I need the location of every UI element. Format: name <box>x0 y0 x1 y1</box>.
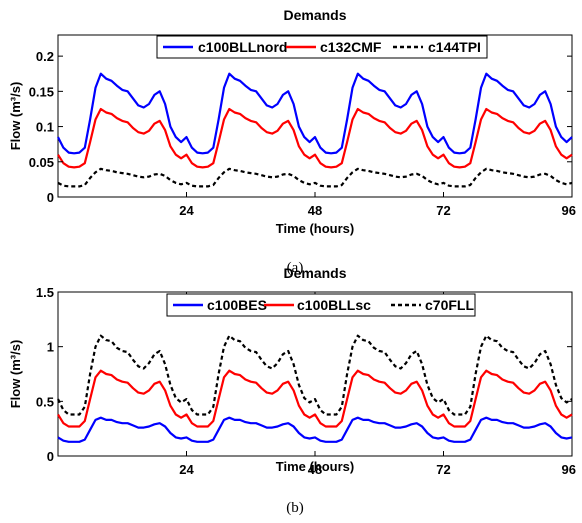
series-line-c144TPI <box>57 167 573 188</box>
x-tick-label: 96 <box>562 203 576 218</box>
x-tick-label: 48 <box>308 203 322 218</box>
chart-title: Demands <box>283 265 346 281</box>
legend-box <box>166 293 476 317</box>
axis-ticks: 0 0.5 1 1.5 24 48 72 96 <box>36 285 576 477</box>
figure-caption: (a) <box>287 260 304 276</box>
chart-panel-a: Demands 0 0.05 0.1 0.15 0.2 24 48 72 96 Time (hour… <box>8 7 576 276</box>
series-line-c100BLLsc <box>57 369 573 428</box>
series-line-c70FLL <box>57 334 573 416</box>
y-tick-label: 0.15 <box>29 84 54 99</box>
y-tick-label: 0.5 <box>36 394 54 409</box>
y-axis-label: Flow (m³/s) <box>8 82 23 151</box>
x-tick-label: 48 <box>308 462 322 477</box>
x-tick-label: 24 <box>179 203 194 218</box>
legend-label-c100BLLsc: c100BLLsc <box>297 297 371 313</box>
x-tick-label: 24 <box>179 462 194 477</box>
x-tick-label: 72 <box>436 203 450 218</box>
y-tick-label: 0 <box>47 190 54 205</box>
x-tick-label: 72 <box>436 462 450 477</box>
y-tick-label: 0 <box>47 449 54 464</box>
legend-box <box>156 35 488 59</box>
x-tick-label: 96 <box>562 462 576 477</box>
y-axis-label: Flow (m³/s) <box>8 340 23 409</box>
y-tick-label: 1.5 <box>36 285 54 300</box>
chart-panel-b: Demands 0 0.5 1 1.5 24 48 72 96 Time (hours) Flow … <box>8 265 576 516</box>
series-line-c100BES <box>57 416 573 443</box>
x-axis-label: Time (hours) <box>276 221 355 236</box>
legend-label-c144TPI: c144TPI <box>428 39 481 55</box>
axis-ticks: 0 0.05 0.1 0.15 0.2 24 48 72 96 <box>29 35 576 218</box>
y-tick-label: 1 <box>47 340 54 355</box>
series-line-c132CMF <box>57 107 573 169</box>
plot-area <box>57 34 573 198</box>
series-group <box>57 334 573 443</box>
legend: c100BLLnord c132CMF c144TPI <box>156 35 488 59</box>
series-line-c100BLLnord <box>57 72 573 155</box>
legend-label-c100BES: c100BES <box>207 297 267 313</box>
legend-label-c100BLLnord: c100BLLnord <box>198 39 287 55</box>
y-tick-label: 0.1 <box>36 120 54 135</box>
y-tick-label: 0.05 <box>29 155 54 170</box>
legend-label-c70FLL: c70FLL <box>425 297 474 313</box>
legend: c100BES c100BLLsc c70FLL <box>166 293 476 317</box>
figure-caption: (b) <box>286 500 304 516</box>
legend-label-c132CMF: c132CMF <box>320 39 382 55</box>
y-tick-label: 0.2 <box>36 49 54 64</box>
chart-title: Demands <box>283 7 346 23</box>
series-group <box>57 72 573 188</box>
x-axis-label: Time (hours) <box>276 459 355 474</box>
